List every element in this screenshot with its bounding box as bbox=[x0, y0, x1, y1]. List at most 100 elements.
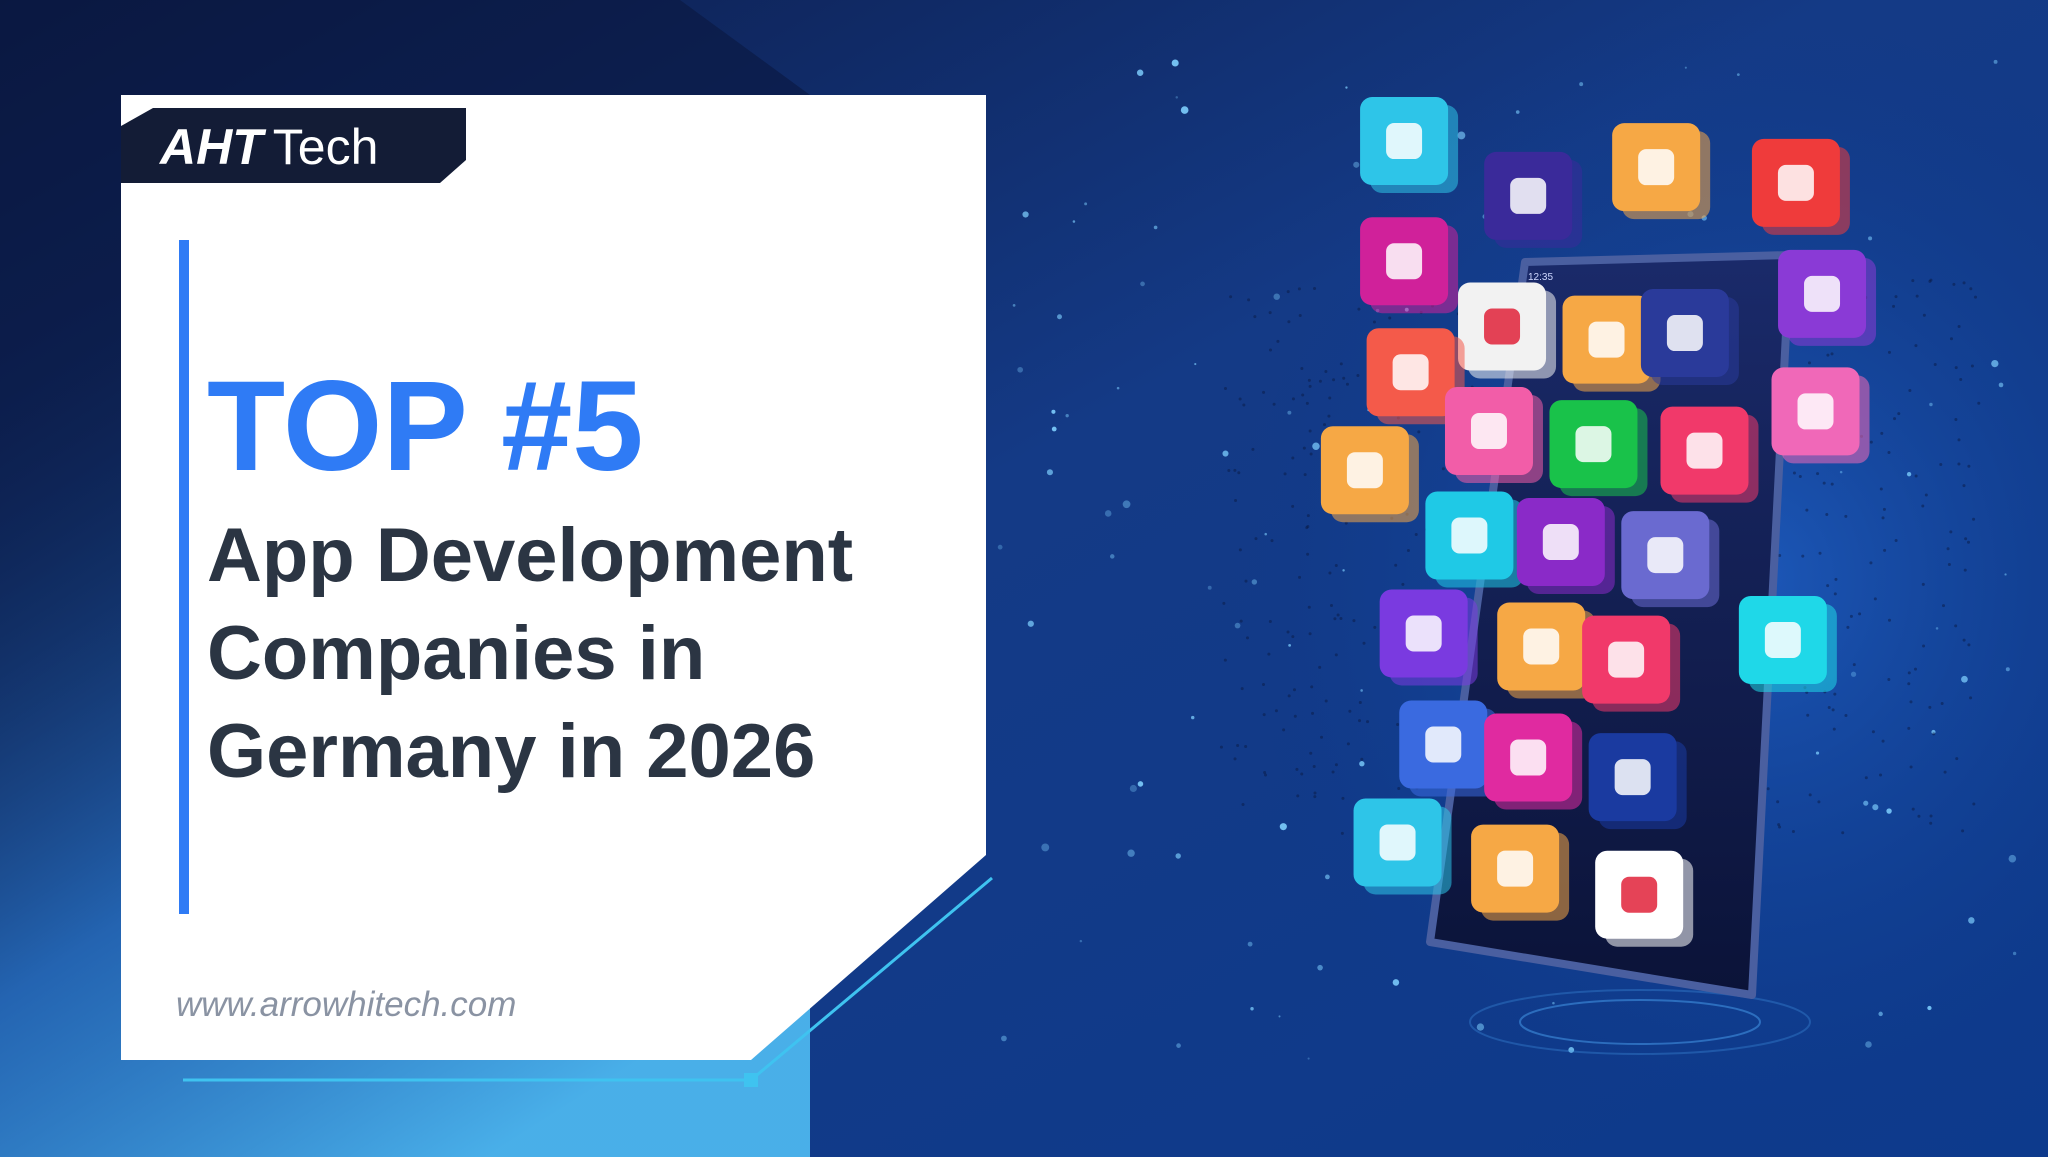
map-dot bbox=[1778, 825, 1782, 829]
map-dot bbox=[1977, 401, 1981, 405]
map-dot bbox=[1864, 776, 1868, 780]
map-dot bbox=[1236, 743, 1240, 747]
star bbox=[1325, 874, 1330, 880]
tile-icon bbox=[1405, 615, 1442, 652]
star bbox=[1872, 804, 1879, 811]
map-dot bbox=[1882, 507, 1886, 511]
map-dot bbox=[1808, 793, 1812, 797]
headline-line: Germany in 2026 bbox=[207, 709, 815, 794]
map-dot bbox=[1227, 469, 1231, 473]
tile-icon bbox=[1608, 641, 1645, 678]
map-dot bbox=[1333, 617, 1337, 621]
map-dot bbox=[1401, 582, 1405, 586]
star bbox=[1878, 1011, 1883, 1017]
star bbox=[1865, 1041, 1872, 1048]
map-dot bbox=[1300, 772, 1304, 776]
app-tiles bbox=[1320, 97, 1877, 947]
map-dot bbox=[1826, 584, 1830, 588]
map-dot bbox=[1943, 770, 1947, 774]
star bbox=[1022, 211, 1029, 218]
star bbox=[1109, 554, 1115, 559]
tile-icon bbox=[1425, 726, 1462, 763]
map-dot bbox=[1291, 397, 1295, 401]
map-dot bbox=[1957, 462, 1961, 466]
map-dot bbox=[1219, 745, 1223, 749]
map-dot bbox=[1291, 456, 1295, 460]
map-dot bbox=[1858, 612, 1862, 616]
star bbox=[1568, 1047, 1575, 1053]
star bbox=[1247, 941, 1253, 947]
map-dot bbox=[1932, 732, 1936, 736]
star bbox=[1176, 1043, 1181, 1048]
star bbox=[1968, 917, 1975, 924]
map-dot bbox=[1234, 499, 1238, 503]
tile-icon bbox=[1575, 426, 1612, 463]
map-dot bbox=[1924, 493, 1928, 497]
map-dot bbox=[1907, 671, 1911, 675]
map-dot bbox=[1880, 431, 1884, 435]
star bbox=[1180, 106, 1189, 114]
map-dot bbox=[1406, 548, 1410, 552]
star bbox=[1307, 1057, 1310, 1060]
map-dot bbox=[1892, 304, 1896, 308]
map-dot bbox=[1328, 571, 1332, 575]
logo-box bbox=[121, 108, 466, 183]
map-dot bbox=[1825, 512, 1829, 516]
map-dot bbox=[1911, 279, 1915, 283]
tile-icon bbox=[1686, 432, 1723, 469]
map-dot bbox=[1318, 665, 1322, 669]
map-dot bbox=[1310, 685, 1314, 689]
star bbox=[1850, 671, 1857, 677]
star bbox=[1234, 622, 1241, 629]
tile-icon bbox=[1386, 243, 1423, 280]
map-dot bbox=[1300, 367, 1304, 371]
map-dot bbox=[1397, 786, 1401, 790]
map-dot bbox=[1238, 548, 1242, 552]
map-dot bbox=[1830, 352, 1834, 356]
map-dot bbox=[1841, 831, 1845, 835]
map-dot bbox=[1914, 474, 1918, 478]
logo-text: Tech bbox=[273, 119, 379, 175]
map-dot bbox=[1852, 663, 1856, 667]
map-dot bbox=[1831, 708, 1835, 712]
map-dot bbox=[1881, 516, 1885, 520]
star bbox=[1279, 823, 1287, 831]
map-dot bbox=[1295, 767, 1299, 771]
star bbox=[1868, 236, 1873, 241]
map-dot bbox=[1827, 706, 1831, 710]
map-dot bbox=[1396, 723, 1400, 727]
map-dot bbox=[1776, 800, 1780, 804]
map-dot bbox=[1301, 393, 1305, 397]
map-dot bbox=[1360, 757, 1364, 761]
star bbox=[2012, 951, 2017, 956]
star bbox=[1116, 386, 1120, 390]
star bbox=[1072, 220, 1076, 223]
tile-icon bbox=[1379, 824, 1416, 861]
map-dot bbox=[1239, 619, 1243, 623]
map-dot bbox=[1957, 324, 1961, 328]
map-dot bbox=[1303, 473, 1307, 477]
map-dot bbox=[1298, 313, 1302, 317]
map-dot bbox=[1324, 699, 1328, 703]
map-dot bbox=[1887, 451, 1891, 455]
map-dot bbox=[1297, 287, 1301, 291]
map-dot bbox=[1358, 701, 1362, 705]
map-dot bbox=[1966, 540, 1970, 544]
map-dot bbox=[1267, 652, 1271, 656]
map-dot bbox=[1414, 533, 1418, 537]
map-dot bbox=[1240, 687, 1244, 691]
star bbox=[997, 544, 1003, 550]
map-dot bbox=[1817, 800, 1821, 804]
map-dot bbox=[1869, 561, 1873, 565]
map-dot bbox=[1308, 384, 1312, 388]
map-dot bbox=[1939, 463, 1943, 467]
map-dot bbox=[1908, 388, 1912, 392]
star bbox=[1863, 800, 1869, 806]
star bbox=[1153, 225, 1158, 230]
map-dot bbox=[1339, 617, 1343, 621]
map-dot bbox=[1818, 551, 1822, 555]
map-dot bbox=[1954, 366, 1958, 370]
map-dot bbox=[1244, 579, 1248, 583]
map-dot bbox=[1313, 287, 1317, 291]
map-dot bbox=[1922, 313, 1926, 317]
